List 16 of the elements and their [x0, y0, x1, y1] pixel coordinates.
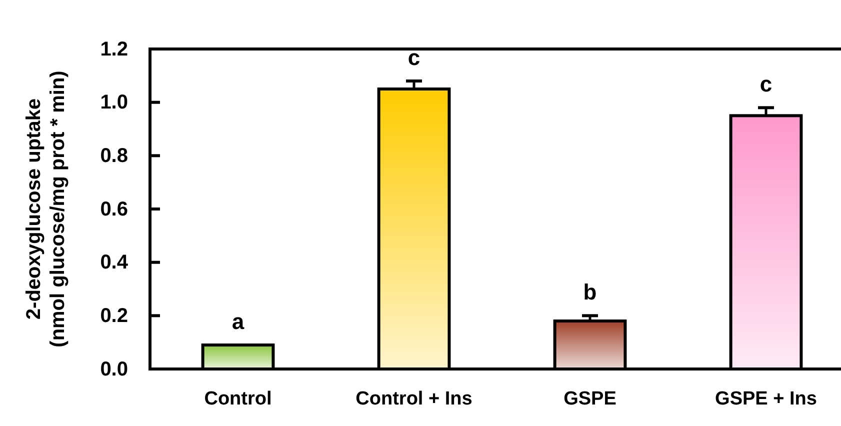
y-tick-label: 0.2 — [100, 305, 128, 328]
annotation: a — [232, 309, 245, 334]
x-tick-label: GSPE — [564, 388, 616, 410]
y-axis-title: 2-deoxyglucose uptake (nmol glucose/mg prot * min) — [23, 70, 69, 348]
y-tick-label: 0.8 — [100, 145, 128, 168]
y-tick-label: 0.6 — [100, 198, 128, 220]
y-tick-label: 1.2 — [100, 38, 128, 60]
annotation: c — [408, 45, 420, 70]
y-tick-label: 1.0 — [100, 92, 128, 114]
x-tick-label: Control — [204, 388, 272, 410]
x-tick-label: GSPE + Ins — [715, 388, 817, 410]
x-tick-label: Control + Ins — [356, 388, 472, 410]
y-tick-label: 0.0 — [100, 358, 128, 380]
annotation: c — [760, 72, 772, 97]
annotation: b — [583, 280, 597, 305]
y-tick-label: 0.4 — [100, 252, 129, 274]
